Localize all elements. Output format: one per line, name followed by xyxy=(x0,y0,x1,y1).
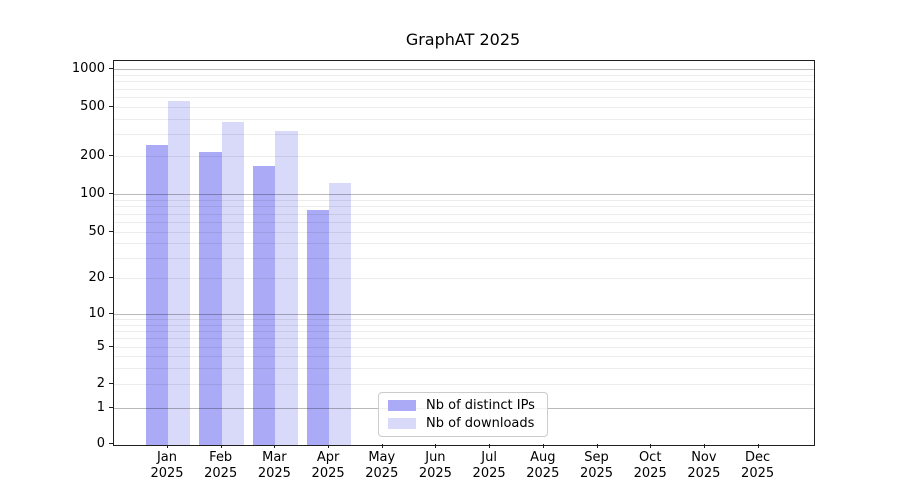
gridline-minor xyxy=(114,199,814,201)
legend-item-distinct-ips: Nb of distinct IPs xyxy=(388,398,535,413)
bar-distinct-ips xyxy=(145,145,168,445)
gridline-minor xyxy=(114,213,814,215)
gridline-minor xyxy=(114,367,814,369)
gridline-minor xyxy=(114,206,814,208)
gridline-minor xyxy=(114,331,814,332)
y-tick-label: 2 xyxy=(96,375,105,391)
x-tick-label: Aug 2025 xyxy=(526,450,560,481)
gridline-minor xyxy=(114,278,814,279)
gridline-minor xyxy=(114,97,814,98)
gridline-minor xyxy=(114,356,814,357)
gridline-minor xyxy=(114,118,814,120)
bar-downloads xyxy=(221,122,245,445)
legend-swatch-downloads xyxy=(388,418,416,429)
x-tick-mark xyxy=(381,444,383,448)
gridline-major xyxy=(114,314,814,315)
y-tick-label: 0 xyxy=(96,435,105,451)
y-tick-label: 500 xyxy=(80,98,105,114)
bar-distinct-ips xyxy=(306,210,330,445)
x-tick-label: Sep 2025 xyxy=(579,450,614,481)
y-tick-mark xyxy=(109,106,113,107)
bar-downloads xyxy=(275,131,298,445)
legend: Nb of distinct IPs Nb of downloads xyxy=(378,392,548,437)
gridline-minor xyxy=(114,222,814,223)
y-tick-mark xyxy=(109,155,113,156)
x-tick-mark xyxy=(435,444,437,448)
x-tick-mark xyxy=(489,444,491,448)
legend-label-distinct-ips: Nb of distinct IPs xyxy=(426,398,535,413)
gridline-major xyxy=(114,194,814,195)
legend-swatch-distinct-ips xyxy=(388,400,416,411)
x-tick-mark xyxy=(757,444,759,448)
x-tick-label: Nov 2025 xyxy=(687,450,721,481)
y-tick-mark xyxy=(109,346,113,347)
x-tick-mark xyxy=(328,444,330,448)
gridline-minor xyxy=(114,257,814,259)
y-tick-mark xyxy=(109,231,113,232)
x-tick-label: Oct 2025 xyxy=(633,450,667,481)
y-tick-label: 1000 xyxy=(71,60,105,76)
y-tick-label: 10 xyxy=(88,305,105,321)
y-tick-mark xyxy=(109,68,113,69)
x-tick-mark xyxy=(274,444,276,448)
gridline-minor xyxy=(114,324,814,326)
x-tick-label: Jan 2025 xyxy=(150,450,184,481)
gridline-major xyxy=(114,69,814,70)
gridline-minor xyxy=(114,134,814,136)
gridline-minor xyxy=(114,347,814,348)
x-tick-mark xyxy=(703,444,705,448)
y-tick-mark xyxy=(109,407,113,408)
legend-item-downloads: Nb of downloads xyxy=(388,416,535,431)
bar-downloads xyxy=(168,101,191,445)
x-tick-label: Feb 2025 xyxy=(204,450,238,481)
bar-distinct-ips xyxy=(253,165,276,445)
y-tick-mark xyxy=(109,277,113,278)
gridline-minor xyxy=(114,156,814,157)
gridline-minor xyxy=(114,74,814,76)
y-tick-label: 100 xyxy=(80,185,105,201)
y-tick-mark xyxy=(109,443,113,444)
x-tick-label: Mar 2025 xyxy=(257,450,291,481)
y-tick-label: 20 xyxy=(88,269,105,285)
legend-label-downloads: Nb of downloads xyxy=(426,416,535,431)
gridline-minor xyxy=(114,81,814,83)
y-tick-mark xyxy=(109,313,113,314)
bar-distinct-ips xyxy=(199,151,222,445)
y-tick-label: 5 xyxy=(96,338,105,354)
x-tick-mark xyxy=(542,444,544,448)
gridline-minor xyxy=(114,232,814,233)
x-tick-label: Jul 2025 xyxy=(472,450,506,481)
gridline-minor xyxy=(114,338,814,340)
x-tick-mark xyxy=(220,444,222,448)
plot-area xyxy=(113,60,815,446)
x-tick-label: Dec 2025 xyxy=(741,450,775,481)
y-tick-mark xyxy=(109,193,113,194)
x-tick-label: Apr 2025 xyxy=(311,450,345,481)
x-tick-label: Jun 2025 xyxy=(418,450,452,481)
x-tick-label: May 2025 xyxy=(365,450,399,481)
x-tick-mark xyxy=(596,444,598,448)
y-tick-label: 200 xyxy=(80,147,105,163)
x-tick-mark xyxy=(650,444,652,448)
y-tick-label: 1 xyxy=(96,399,105,415)
y-tick-label: 50 xyxy=(88,223,105,239)
gridline-minor xyxy=(114,107,814,108)
y-tick-mark xyxy=(109,383,113,384)
gridline-minor xyxy=(114,319,814,320)
x-tick-mark xyxy=(167,444,168,448)
chart-title: GraphAT 2025 xyxy=(405,30,521,49)
gridline-minor xyxy=(114,88,814,90)
gridline-minor xyxy=(114,384,814,385)
bar-downloads xyxy=(329,183,352,445)
gridline-minor xyxy=(114,243,814,245)
